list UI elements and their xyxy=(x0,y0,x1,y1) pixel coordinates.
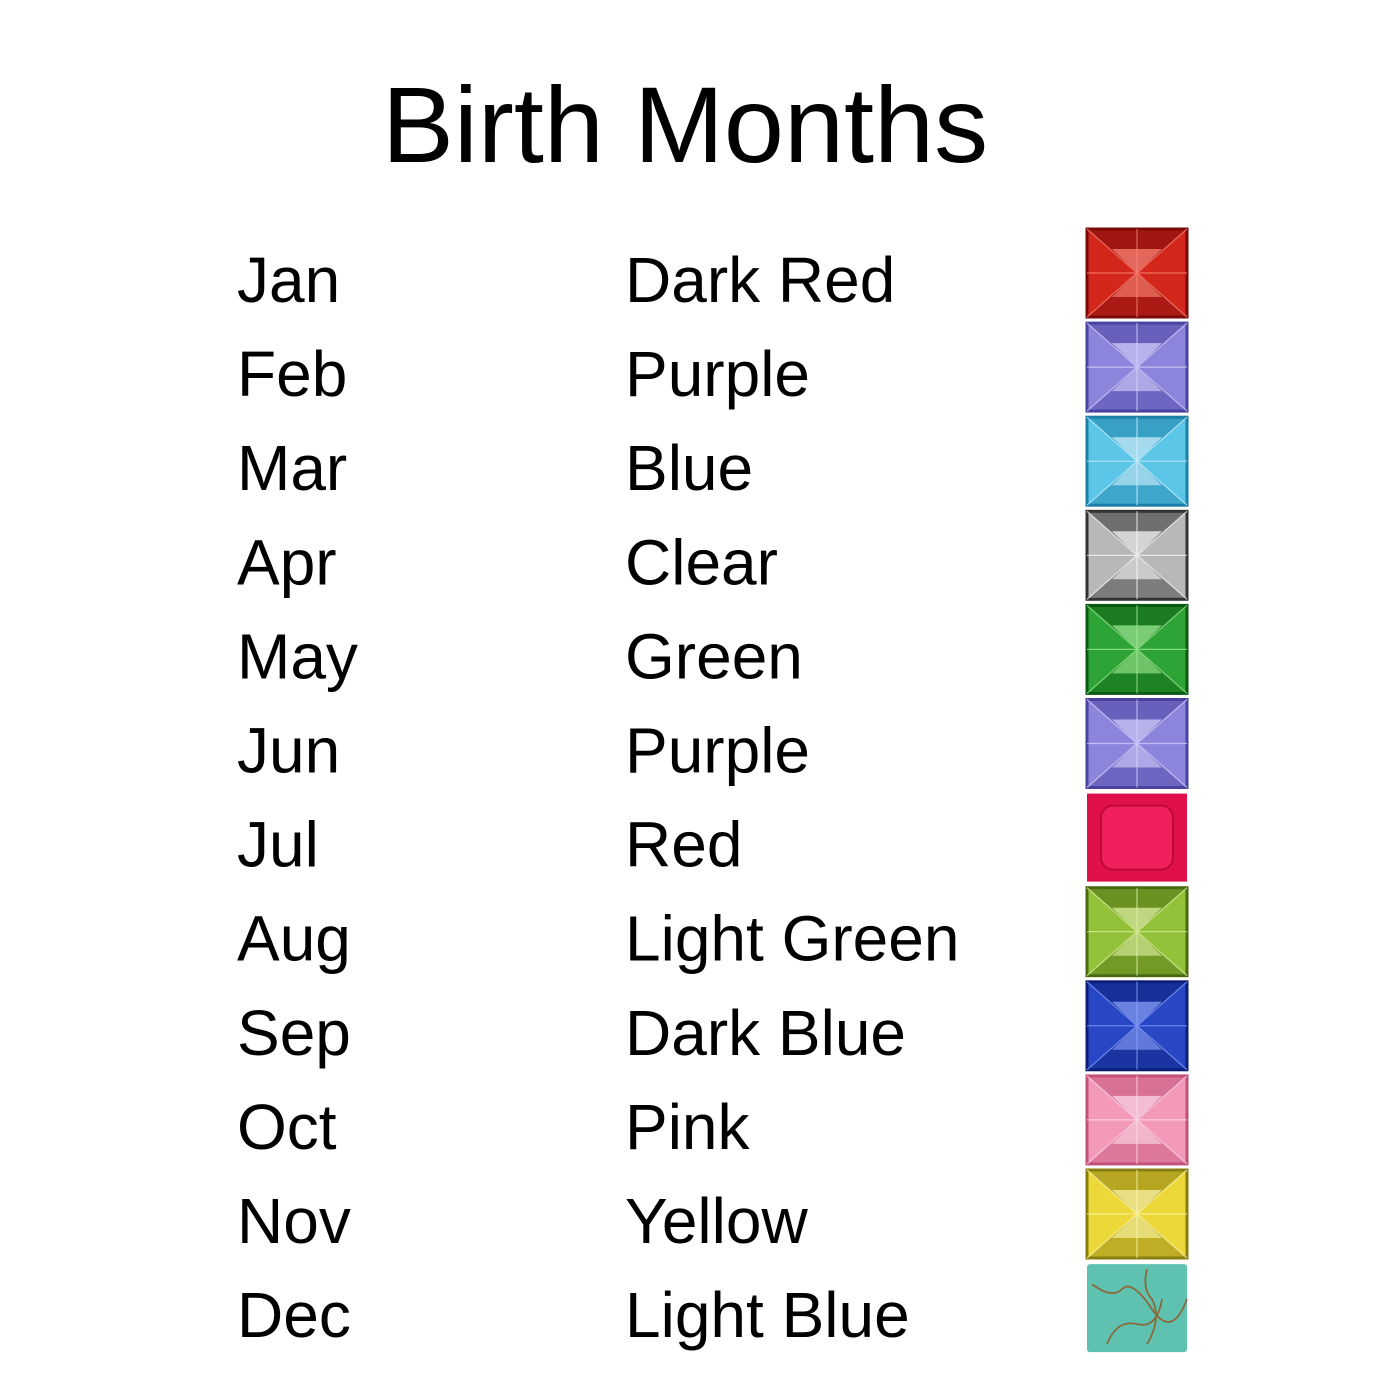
month: May xyxy=(237,620,358,692)
month: Sep xyxy=(237,997,351,1069)
stone-color: Green xyxy=(625,620,803,692)
gem-lines xyxy=(1086,604,1188,694)
stone-color: Light Green xyxy=(625,903,959,975)
gem-lines xyxy=(1086,1169,1188,1259)
month: Dec xyxy=(237,1279,351,1351)
gem-table xyxy=(1100,804,1174,871)
gem-lines xyxy=(1086,887,1188,977)
gem-swatch xyxy=(1085,886,1189,978)
gem-lines xyxy=(1086,1075,1188,1165)
gem-lines xyxy=(1086,510,1188,600)
gem-lines xyxy=(1086,699,1188,788)
month: Nov xyxy=(237,1185,351,1257)
gem-lines xyxy=(1086,228,1188,318)
stone-color: Purple xyxy=(625,338,810,410)
month: Jul xyxy=(237,809,319,881)
gem-vein xyxy=(1091,1268,1188,1345)
title: Birth Months xyxy=(382,64,988,185)
stone-color: Blue xyxy=(625,432,753,504)
gem-swatch xyxy=(1085,321,1189,413)
month: Aug xyxy=(237,903,351,975)
gem-swatch xyxy=(1085,415,1189,507)
gem-swatch xyxy=(1087,793,1187,882)
stone-color: Red xyxy=(625,809,742,881)
month: Jun xyxy=(237,715,340,787)
month: Apr xyxy=(237,526,337,598)
stone-color: Purple xyxy=(625,715,810,787)
stone-color: Light Blue xyxy=(625,1279,910,1351)
gem-lines xyxy=(1086,322,1188,412)
month: Feb xyxy=(237,338,347,410)
gem-swatch xyxy=(1085,980,1189,1072)
month: Mar xyxy=(237,432,347,504)
gem-body xyxy=(1087,1264,1187,1353)
gem-swatch xyxy=(1085,227,1189,319)
month: Oct xyxy=(237,1091,337,1163)
stone-color: Yellow xyxy=(625,1185,808,1257)
gem-swatch xyxy=(1085,1168,1189,1260)
month: Jan xyxy=(237,244,340,316)
gem-swatch xyxy=(1087,1264,1188,1353)
stone-color: Pink xyxy=(625,1091,751,1163)
gem-lines xyxy=(1086,416,1188,506)
gem-swatch xyxy=(1085,1074,1189,1166)
gem-swatch xyxy=(1085,603,1189,695)
gem-lines xyxy=(1086,981,1188,1071)
gem-swatch xyxy=(1085,509,1189,601)
stone-color: Dark Red xyxy=(625,244,895,316)
stone-color: Dark Blue xyxy=(625,997,906,1069)
gem-swatch xyxy=(1085,698,1189,789)
stone-color: Clear xyxy=(625,526,778,598)
